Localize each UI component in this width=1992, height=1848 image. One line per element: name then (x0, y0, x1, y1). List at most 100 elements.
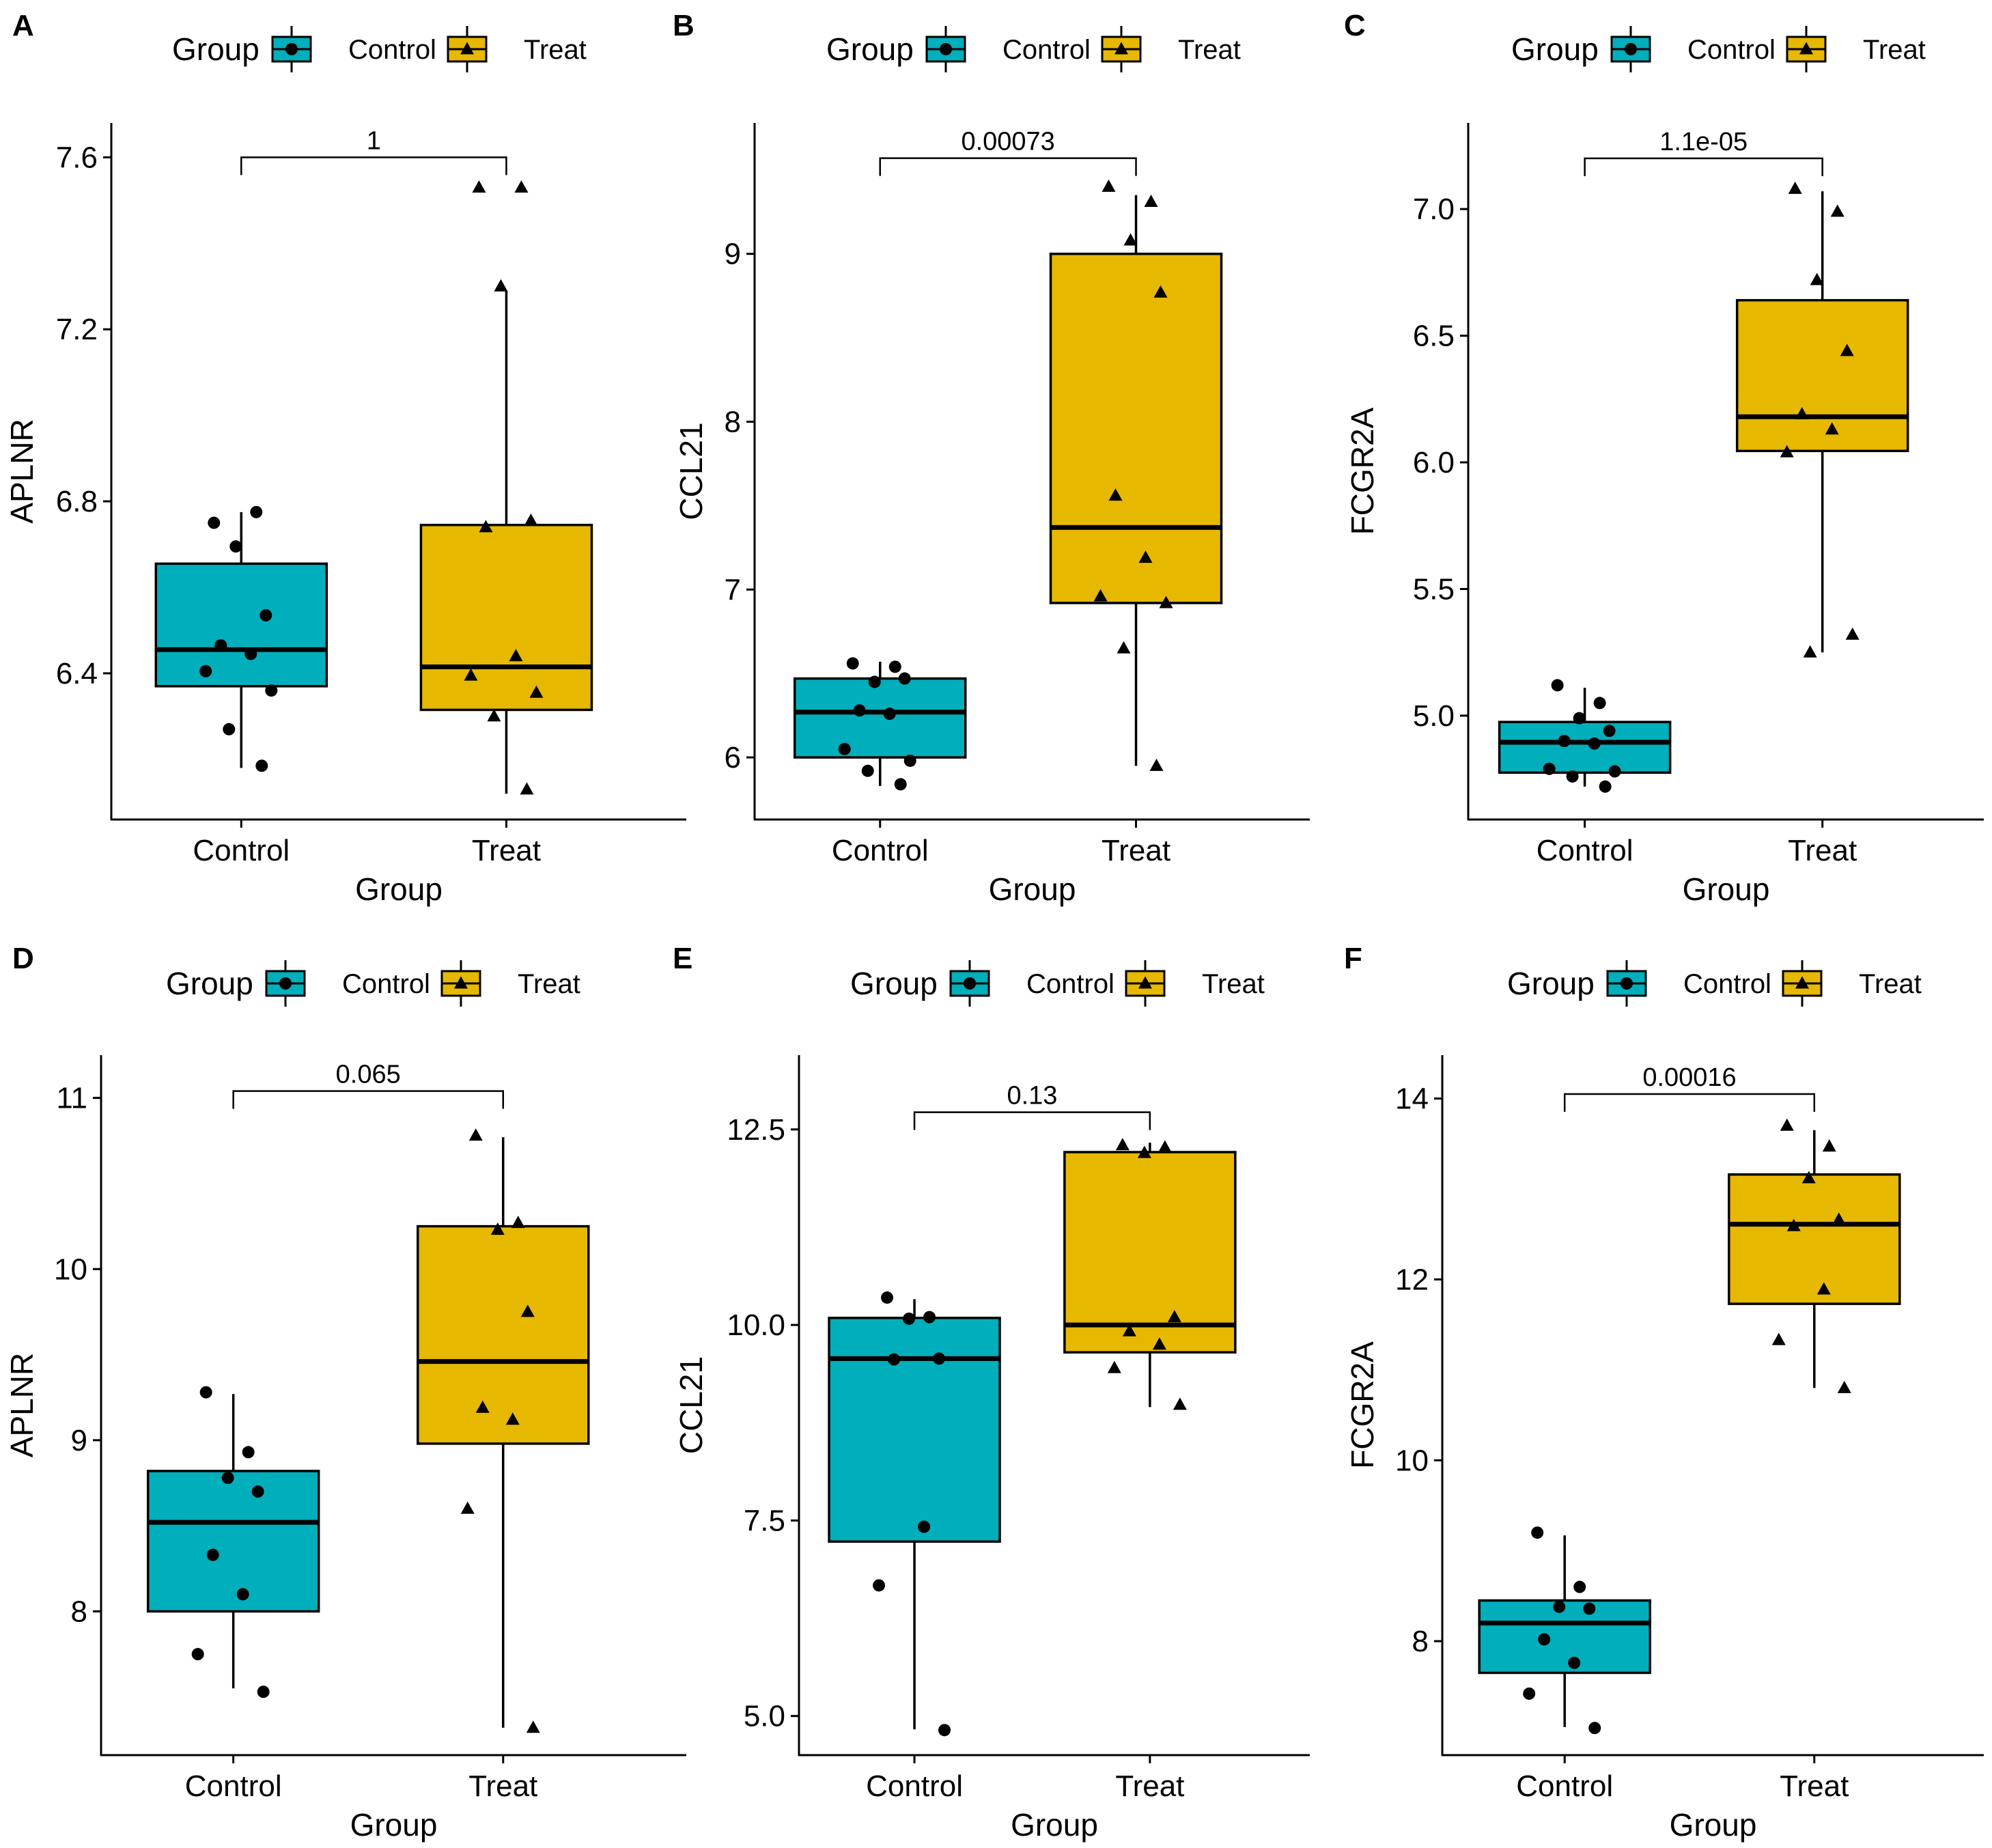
x-tick-label: Control (866, 1769, 963, 1803)
data-point-control (255, 759, 268, 772)
data-point-control (868, 675, 881, 688)
panel-letter: A (12, 9, 34, 42)
data-point-control (903, 754, 916, 767)
data-point-control (894, 778, 907, 791)
data-point-control (881, 1291, 894, 1304)
data-point-control (918, 1520, 931, 1533)
legend-key-control (949, 960, 990, 1007)
data-point-treat (1115, 1138, 1130, 1151)
legend-label: Treat (524, 35, 587, 65)
significance-bracket: 0.00073 (879, 128, 1137, 176)
legend-key-treat (1782, 960, 1823, 1007)
y-axis-title: FCGR2A (1345, 1341, 1380, 1469)
panel-letter: C (1344, 9, 1366, 42)
data-point-treat (1144, 195, 1158, 208)
legend-key-control (271, 26, 312, 72)
legend-key-control (1610, 26, 1651, 72)
legend-title: Group (1507, 966, 1595, 1001)
data-point-control (250, 505, 263, 518)
bracket-line (240, 156, 507, 176)
data-point-control (1568, 1656, 1581, 1669)
bracket-line (232, 1090, 505, 1109)
p-value-label: 1.1e-05 (1659, 128, 1748, 156)
data-point-treat (1825, 422, 1839, 435)
x-axis-title: Group (350, 1807, 438, 1843)
y-tick-label: 6.5 (1413, 320, 1455, 353)
legend-label: Treat (1178, 35, 1241, 65)
x-axis-title: Group (355, 871, 443, 907)
data-point-treat (1832, 1212, 1846, 1225)
data-point-control (883, 708, 896, 720)
data-point-control (208, 516, 221, 529)
legend-marker-treat (1799, 42, 1813, 55)
p-value-label: 0.13 (1007, 1082, 1057, 1110)
legend: Group Control Treat (166, 960, 580, 1007)
box-treat (1735, 181, 1909, 658)
y-tick-label: 10.0 (727, 1308, 785, 1342)
data-point-control (221, 1472, 234, 1485)
legend-title: Group (850, 966, 938, 1001)
y-tick-label: 7.0 (1413, 193, 1455, 226)
y-tick-label: 9 (725, 238, 741, 271)
data-point-treat (1167, 1310, 1181, 1323)
y-axis-title: CCL21 (673, 422, 709, 520)
legend-marker-treat (1795, 976, 1809, 989)
panel-b: B Group Control Treat 6 7 8 9 Control Treat Group C… (673, 9, 1310, 907)
legend-marker-treat (460, 42, 474, 55)
data-point-treat (509, 649, 523, 662)
significance-bracket: 0.13 (913, 1082, 1151, 1130)
panel-e: E Group Control Treat 5.0 7.5 10.0 12.5 Control T… (673, 942, 1310, 1843)
legend-marker-control (964, 977, 976, 990)
data-point-treat (1108, 488, 1123, 501)
data-point-treat (468, 1128, 483, 1141)
x-axis-title: Group (1670, 1807, 1757, 1843)
p-value-label: 0.00016 (1642, 1063, 1736, 1092)
box-control (1498, 679, 1672, 793)
data-point-control (251, 1485, 264, 1498)
legend-marker-treat (1138, 976, 1152, 989)
bracket-line (1584, 157, 1823, 176)
legend-key-treat (1101, 26, 1142, 72)
x-tick-label: Control (1516, 1769, 1613, 1803)
legend-label: Control (1683, 969, 1771, 999)
data-point-control (206, 1548, 219, 1561)
data-point-treat (464, 668, 478, 681)
legend-key-treat (1786, 26, 1827, 72)
data-point-treat (1795, 407, 1809, 420)
y-tick-label: 7.2 (56, 313, 98, 346)
y-tick-label: 5.0 (744, 1700, 785, 1733)
legend-title: Group (172, 31, 259, 67)
data-point-control (223, 723, 236, 736)
x-tick-label: Treat (1780, 1769, 1849, 1803)
data-point-control (1538, 1633, 1551, 1646)
data-point-treat (1780, 1118, 1794, 1131)
box-body (417, 1224, 590, 1445)
data-point-control (1543, 762, 1556, 775)
panel-letter: E (673, 942, 692, 975)
x-tick-label: Treat (1102, 834, 1170, 867)
significance-bracket: 0.065 (232, 1061, 505, 1109)
legend-marker-control (1625, 43, 1637, 55)
data-point-treat (1159, 596, 1173, 608)
data-point-treat (1803, 645, 1817, 658)
data-point-treat (1173, 1397, 1187, 1410)
data-point-control (861, 764, 874, 777)
data-point-treat (494, 279, 508, 292)
box-control (828, 1291, 1001, 1737)
legend-title: Group (1511, 31, 1599, 67)
x-tick-label: Control (832, 834, 929, 867)
y-tick-label: 8 (1412, 1625, 1429, 1658)
legend-label: Control (342, 969, 430, 999)
data-point-control (1551, 679, 1564, 692)
legend: Group Control Treat (172, 26, 587, 72)
data-point-treat (460, 1501, 475, 1514)
box-control (154, 505, 328, 772)
data-point-control (257, 1685, 270, 1698)
data-point-control (1599, 780, 1612, 793)
data-point-control (1573, 1580, 1586, 1593)
legend-label: Treat (518, 969, 580, 999)
data-point-control (838, 742, 851, 755)
data-point-control (1523, 1687, 1536, 1700)
